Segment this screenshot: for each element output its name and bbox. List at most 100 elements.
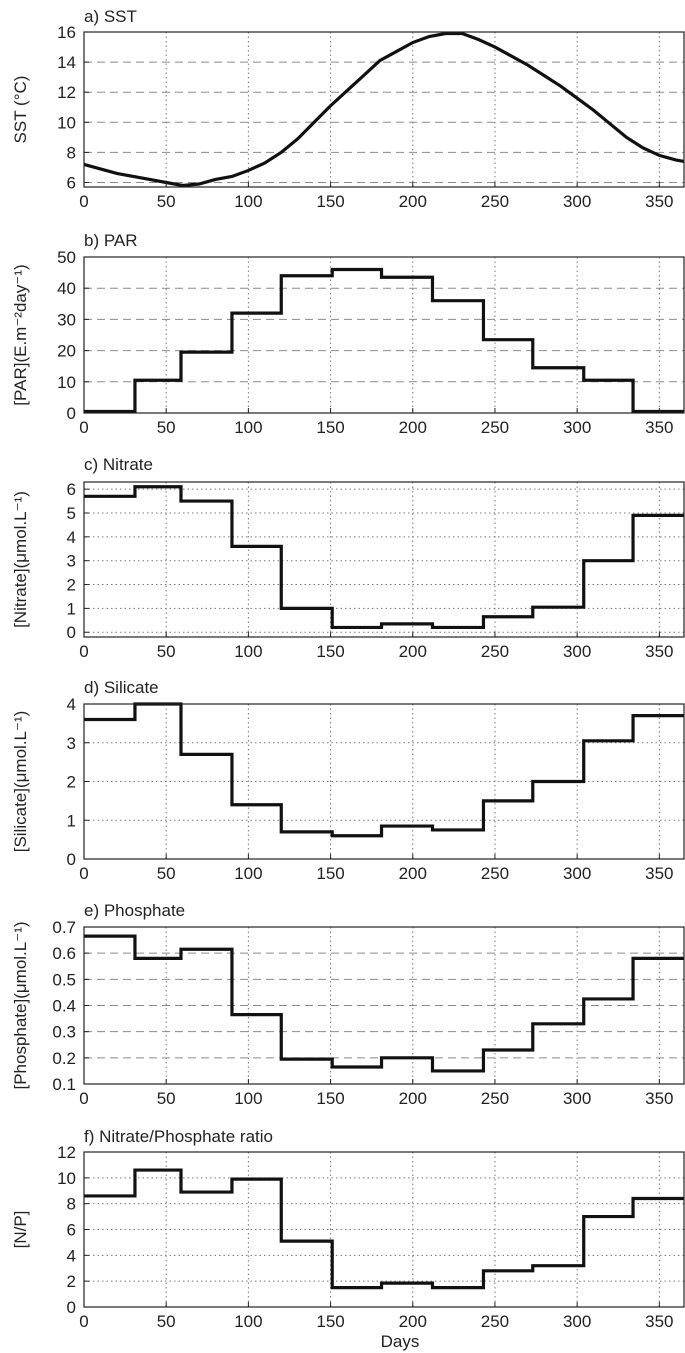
- y-tick-label-d-1: 1: [67, 811, 76, 830]
- y-tick-label-a-2: 10: [57, 113, 76, 132]
- panel-title-c: c) Nitrate: [84, 455, 153, 474]
- x-tick-label-e-5: 250: [481, 1089, 509, 1108]
- x-tick-label-f-5: 250: [481, 1312, 509, 1331]
- x-tick-label-a-0: 0: [79, 192, 88, 211]
- series-line-f: [84, 1168, 684, 1290]
- series-line-e: [84, 934, 684, 1073]
- y-tick-label-d-4: 4: [67, 695, 76, 714]
- panel-title-f: f) Nitrate/Phosphate ratio: [84, 1127, 273, 1146]
- x-tick-label-d-3: 150: [316, 864, 344, 883]
- x-tick-label-e-2: 100: [234, 1089, 262, 1108]
- y-tick-label-e-1: 0.2: [52, 1049, 76, 1068]
- y-axis-label-c: [Nitrate](μmol.L⁻¹): [11, 491, 30, 628]
- chart-panel-f: 0 50 100 150 200 250 300 350 0 2 4 6 8 10 12 f) Nitrate…: [11, 1127, 685, 1351]
- x-tick-label-e-0: 0: [79, 1089, 88, 1108]
- x-tick-label-d-6: 300: [563, 864, 591, 883]
- y-tick-label-e-0: 0.1: [52, 1075, 76, 1094]
- y-tick-label-e-4: 0.5: [52, 970, 76, 989]
- chart-panel-a: 0 50 100 150 200 250 300 350 6 8 10 12 14 16 a) SST SST…: [11, 7, 685, 211]
- x-tick-label-a-7: 350: [645, 192, 673, 211]
- x-tick-label-a-4: 200: [399, 192, 427, 211]
- x-tick-label-b-5: 250: [481, 418, 509, 437]
- y-tick-label-f-3: 6: [67, 1221, 76, 1240]
- y-tick-label-b-2: 20: [57, 342, 76, 361]
- x-tick-label-c-5: 250: [481, 642, 509, 661]
- panel-title-e: e) Phosphate: [84, 901, 185, 920]
- y-axis-label-f: [N/P]: [11, 1211, 30, 1249]
- y-tick-label-d-0: 0: [67, 850, 76, 869]
- series-line-b: [84, 267, 684, 414]
- x-tick-label-b-0: 0: [79, 418, 88, 437]
- x-tick-label-a-6: 300: [563, 192, 591, 211]
- y-tick-label-f-6: 12: [57, 1143, 76, 1162]
- x-tick-label-c-2: 100: [234, 642, 262, 661]
- chart-panel-d: 0 50 100 150 200 250 300 350 0 1 2 3 4 d) Silicate [Si…: [11, 678, 685, 883]
- x-tick-label-a-1: 50: [157, 192, 176, 211]
- x-tick-label-b-3: 150: [316, 418, 344, 437]
- x-axis-label-f: Days: [381, 1332, 420, 1351]
- y-tick-label-b-4: 40: [57, 279, 76, 298]
- y-tick-label-b-3: 30: [57, 310, 76, 329]
- y-tick-label-c-3: 3: [67, 552, 76, 571]
- x-tick-label-a-5: 250: [481, 192, 509, 211]
- x-tick-label-f-3: 150: [316, 1312, 344, 1331]
- y-tick-label-c-1: 1: [67, 599, 76, 618]
- x-tick-label-d-0: 0: [79, 864, 88, 883]
- y-tick-label-e-2: 0.3: [52, 1023, 76, 1042]
- x-tick-label-d-1: 50: [157, 864, 176, 883]
- x-tick-label-f-2: 100: [234, 1312, 262, 1331]
- plot-frame-b: [83, 256, 685, 414]
- panel-title-b: b) PAR: [84, 231, 138, 250]
- series-line-d: [84, 702, 684, 838]
- x-tick-label-d-5: 250: [481, 864, 509, 883]
- x-tick-label-b-6: 300: [563, 418, 591, 437]
- y-axis-label-b: [PAR](E.m⁻²day⁻¹): [11, 264, 30, 405]
- x-tick-label-e-1: 50: [157, 1089, 176, 1108]
- y-tick-label-c-0: 0: [67, 623, 76, 642]
- y-tick-label-d-3: 3: [67, 734, 76, 753]
- chart-panel-e: 0 50 100 150 200 250 300 350 0.1 0.2 0.3 0.4 0.5 0.6 0…: [11, 901, 685, 1108]
- y-tick-label-e-6: 0.7: [52, 918, 76, 937]
- series-line-a: [83, 31, 685, 188]
- plot-frame-c: [83, 481, 685, 638]
- x-tick-label-b-2: 100: [234, 418, 262, 437]
- y-tick-label-f-2: 4: [67, 1246, 76, 1265]
- y-tick-label-b-0: 0: [67, 404, 76, 423]
- x-tick-label-e-6: 300: [563, 1089, 591, 1108]
- x-tick-label-a-2: 100: [234, 192, 262, 211]
- y-tick-label-a-0: 6: [67, 173, 76, 192]
- y-tick-label-d-2: 2: [67, 773, 76, 792]
- x-tick-label-a-3: 150: [316, 192, 344, 211]
- y-tick-label-f-4: 8: [67, 1195, 76, 1214]
- y-tick-label-a-1: 8: [67, 143, 76, 162]
- y-tick-label-c-4: 4: [67, 528, 76, 547]
- x-tick-label-b-7: 350: [645, 418, 673, 437]
- x-tick-label-f-6: 300: [563, 1312, 591, 1331]
- y-axis-label-e: [Phosphate](μmol.L⁻¹): [11, 921, 30, 1089]
- x-tick-label-c-3: 150: [316, 642, 344, 661]
- y-tick-label-f-0: 0: [67, 1298, 76, 1317]
- y-tick-label-c-6: 6: [67, 480, 76, 499]
- y-tick-label-a-4: 14: [57, 53, 76, 72]
- panel-title-d: d) Silicate: [84, 678, 159, 697]
- x-tick-label-c-4: 200: [399, 642, 427, 661]
- y-axis-label-d: [Silicate](μmol.L⁻¹): [11, 711, 30, 853]
- plot-frame-a: [83, 31, 685, 188]
- x-tick-label-c-7: 350: [645, 642, 673, 661]
- x-tick-label-c-1: 50: [157, 642, 176, 661]
- y-tick-label-c-2: 2: [67, 576, 76, 595]
- x-tick-label-f-4: 200: [399, 1312, 427, 1331]
- y-tick-label-a-3: 12: [57, 83, 76, 102]
- x-tick-label-e-4: 200: [399, 1089, 427, 1108]
- y-tick-label-b-5: 50: [57, 248, 76, 267]
- chart-panel-c: 0 50 100 150 200 250 300 350 0 1 2 3 4 5 6 c) Nitrate [N…: [11, 455, 685, 661]
- x-tick-label-e-7: 350: [645, 1089, 673, 1108]
- y-tick-label-c-5: 5: [67, 504, 76, 523]
- chart-panel-b: 0 50 100 150 200 250 300 350 0 10 20 30 40 50 b) PAR [P…: [11, 231, 685, 437]
- y-axis-label-a: SST (°C): [11, 76, 30, 144]
- y-tick-label-f-5: 10: [57, 1169, 76, 1188]
- y-tick-label-b-1: 10: [57, 373, 76, 392]
- x-tick-label-b-4: 200: [399, 418, 427, 437]
- x-tick-label-d-7: 350: [645, 864, 673, 883]
